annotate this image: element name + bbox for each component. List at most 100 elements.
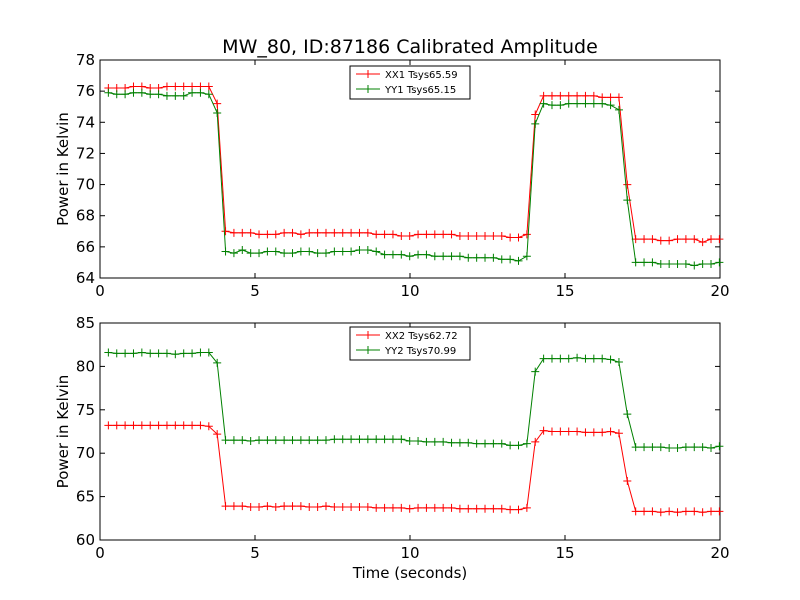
data-point [623,410,632,419]
data-point [129,349,138,358]
data-point [531,437,540,446]
data-point [104,348,113,357]
data-point [313,436,322,445]
data-point [656,259,665,268]
data-point [589,99,598,108]
data-point [229,436,238,445]
data-point [146,349,155,358]
data-point [564,91,573,100]
y-tick-label: 66 [76,238,95,256]
data-point [581,428,590,437]
data-point [531,367,540,376]
data-point [514,233,523,242]
data-point [430,252,439,261]
data-point [573,91,582,100]
data-point [656,508,665,517]
data-point [648,443,657,452]
data-point [681,443,690,452]
data-point [246,437,255,446]
data-point [614,358,623,367]
data-point [539,426,548,435]
data-point [380,435,389,444]
y-axis-label: Power in Kelvin [54,112,72,226]
data-point [564,99,573,108]
data-point [447,230,456,239]
data-point [221,227,230,236]
data-point [363,245,372,254]
data-point [707,259,716,268]
data-point [271,503,280,512]
data-point [414,503,423,512]
data-point [397,231,406,240]
data-point [648,507,657,516]
data-point [405,437,414,446]
data-point [447,252,456,261]
data-point [514,505,523,514]
data-point [204,422,213,431]
y-tick-label: 72 [76,144,95,162]
legend-swatch-marker [364,331,372,339]
data-point [581,99,590,108]
data-point [472,253,481,262]
data-point [614,93,623,102]
data-point [447,503,456,512]
data-point [598,354,607,363]
data-point [405,504,414,513]
data-point [296,230,305,239]
data-point [137,348,146,357]
legend-entry-2: YY2 Tsys70.99 [384,346,456,357]
data-point [305,247,314,256]
data-point [556,427,565,436]
data-point [321,502,330,511]
data-point [255,503,264,512]
data-point [355,228,364,237]
y-tick-label: 68 [76,207,95,225]
data-point [690,261,699,270]
data-point [305,228,314,237]
data-point [179,82,188,91]
data-point [196,88,205,97]
data-point [481,439,490,448]
data-point [665,507,674,516]
data-point [229,502,238,511]
x-tick-label: 15 [555,282,574,300]
data-point [589,91,598,100]
data-point [204,348,213,357]
data-point [430,503,439,512]
data-point [690,443,699,452]
data-point [338,228,347,237]
data-point [280,228,289,237]
data-point [631,258,640,267]
data-point [690,507,699,516]
data-point [238,228,247,237]
data-point [623,476,632,485]
data-point [556,354,565,363]
data-point [506,233,515,242]
x-tick-label: 20 [710,282,729,300]
data-point [288,502,297,511]
data-point [162,421,171,430]
series-line [108,92,720,267]
data-point [263,247,272,256]
data-point [430,437,439,446]
x-axis-label: Time (seconds) [352,564,468,582]
data-point [514,256,523,265]
data-point [690,235,699,244]
x-tick-label: 0 [95,282,105,300]
data-point [665,236,674,245]
data-point [229,228,238,237]
data-point [121,421,130,430]
y-tick-label: 65 [76,488,95,506]
data-point [489,253,498,262]
data-point [522,252,531,261]
legend-entry-2: YY1 Tsys65.15 [384,85,456,96]
data-point [405,252,414,261]
data-point [313,503,322,512]
data-point [347,503,356,512]
data-point [522,439,531,448]
data-point [673,259,682,268]
legend-box [349,326,471,361]
y-tick-label: 78 [76,51,95,69]
data-point [673,235,682,244]
data-point [137,88,146,97]
